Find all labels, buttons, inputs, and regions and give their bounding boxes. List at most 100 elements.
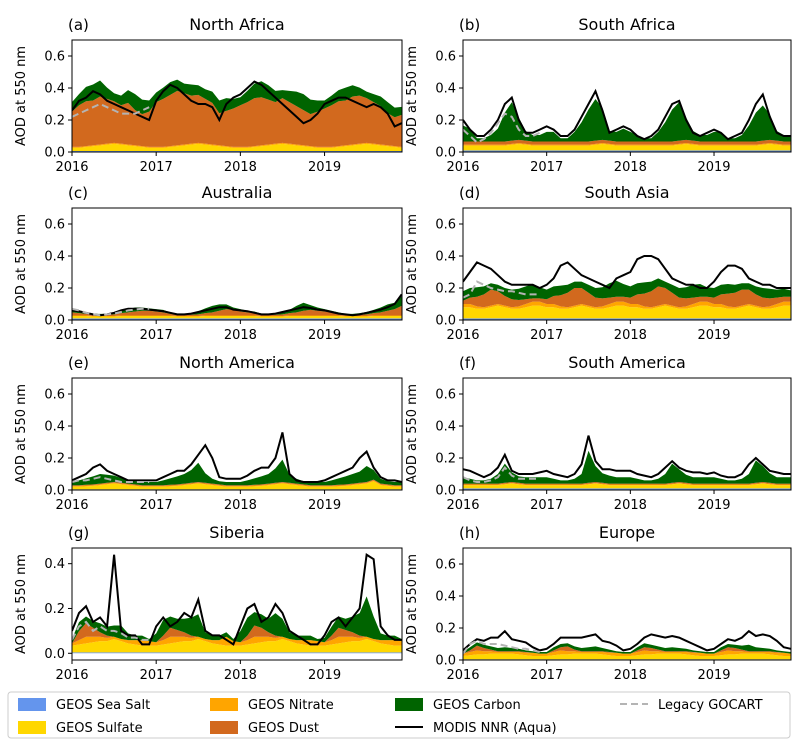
y-tick-label: 0.0 <box>44 484 65 499</box>
area-nitrate <box>72 142 402 148</box>
area-carbon <box>463 642 791 654</box>
panel-north-africa: 2016 2017 2018 2019 0.0 0.2 0.4 0.6 AOD at 550 n… <box>14 15 403 175</box>
area-sulfate <box>463 305 791 319</box>
y-axis-label: AOD at 550 nm <box>14 384 29 484</box>
x-tick-label: 2016 <box>446 668 479 683</box>
axes-frame <box>462 207 792 321</box>
area-nitrate <box>72 315 402 317</box>
panel-title: South America <box>568 353 686 372</box>
legend-label: GEOS Nitrate <box>248 698 334 713</box>
x-tick-label: 2019 <box>308 668 341 683</box>
y-axis-label: AOD at 550 nm <box>405 554 420 654</box>
x-tick-label: 2019 <box>697 498 730 513</box>
y-tick-label: 0.6 <box>435 218 456 233</box>
x-tick-label: 2018 <box>224 328 257 343</box>
x-tick-label: 2016 <box>446 160 479 175</box>
legend-label: MODIS NNR (Aqua) <box>433 721 557 736</box>
y-tick-label: 0.4 <box>435 420 456 435</box>
panel-letter: (d) <box>459 184 480 202</box>
x-tick-label: 2017 <box>140 498 173 513</box>
area-nitrate <box>463 301 791 309</box>
panel-north-america: 2016 2017 2018 2019 0.0 0.2 0.4 0.6 AOD at 550 n… <box>14 353 403 513</box>
panel-title: Europe <box>599 523 655 542</box>
panel-siberia: 2016 2017 2018 2019 0.0 0.2 0.4 AOD at 550 nm Si… <box>14 523 403 683</box>
line-legacy-gocart <box>463 112 541 144</box>
x-tick-label: 2018 <box>224 498 257 513</box>
line-modis-nnr <box>463 435 791 479</box>
y-tick-label: 0.2 <box>435 282 456 297</box>
y-tick-label: 0.4 <box>44 82 65 97</box>
axes-frame <box>71 207 403 321</box>
area-nitrate <box>463 143 791 146</box>
y-tick-label: 0.2 <box>435 452 456 467</box>
area-dust <box>463 645 791 654</box>
legend-swatch <box>210 698 238 711</box>
axes-frame <box>71 39 403 153</box>
x-tick-label: 2018 <box>614 328 647 343</box>
legend-swatch <box>18 698 46 711</box>
line-legacy-gocart <box>463 639 540 655</box>
y-tick-label: 0.6 <box>44 388 65 403</box>
legend-item-nitrate: GEOS Nitrate <box>210 698 334 713</box>
x-tick-label: 2019 <box>308 328 341 343</box>
panel-letter: (h) <box>459 524 480 542</box>
plot-area <box>463 629 791 660</box>
panel-title: Siberia <box>209 523 264 542</box>
y-axis-label: AOD at 550 nm <box>14 554 29 654</box>
legend-item-legacy: Legacy GOCART <box>620 698 763 713</box>
line-modis-nnr <box>72 293 402 317</box>
y-tick-label: 0.2 <box>44 452 65 467</box>
y-tick-label: 0.2 <box>435 114 456 129</box>
legend-item-dust: GEOS Dust <box>210 721 319 736</box>
x-tick-label: 2016 <box>55 160 88 175</box>
panel-title: North America <box>179 353 295 372</box>
plot-area <box>463 435 791 490</box>
y-tick-label: 0.2 <box>44 282 65 297</box>
panel-letter: (e) <box>68 354 89 372</box>
panel-south-africa: 2016 2017 2018 2019 0.0 0.2 0.4 0.6 AOD at 550 n… <box>405 15 792 175</box>
legend-swatch <box>18 721 46 734</box>
x-tick-label: 2016 <box>446 328 479 343</box>
axes-frame <box>71 377 403 491</box>
legend-label: GEOS Dust <box>248 721 319 736</box>
y-tick-label: 0.6 <box>44 50 65 65</box>
y-tick-label: 0.0 <box>435 484 456 499</box>
line-legacy-gocart <box>72 307 150 317</box>
x-tick-label: 2016 <box>55 668 88 683</box>
x-tick-label: 2018 <box>614 160 647 175</box>
panel-title: North Africa <box>189 15 284 34</box>
y-tick-label: 0.4 <box>44 420 65 435</box>
x-tick-label: 2019 <box>308 498 341 513</box>
y-tick-label: 0.0 <box>435 654 456 669</box>
area-nitrate <box>463 482 791 486</box>
y-axis-label: AOD at 550 nm <box>405 384 420 484</box>
area-dust <box>463 286 791 308</box>
axes-frame <box>462 39 792 153</box>
y-tick-label: 0.2 <box>44 602 65 617</box>
area-carbon <box>72 79 402 118</box>
x-tick-label: 2017 <box>140 328 173 343</box>
panel-south-asia: 2016 2017 2018 2019 0.0 0.2 0.4 0.6 AOD at 550 n… <box>405 183 792 343</box>
x-tick-label: 2017 <box>530 160 563 175</box>
line-modis-nnr <box>463 629 791 652</box>
y-tick-label: 0.4 <box>435 590 456 605</box>
legend-item-carbon: GEOS Carbon <box>395 698 521 713</box>
plot-area <box>72 293 402 320</box>
y-tick-label: 0.4 <box>435 82 456 97</box>
plot-area <box>463 255 791 320</box>
line-modis-nnr <box>72 80 402 128</box>
x-tick-label: 2019 <box>697 160 730 175</box>
y-axis-label: AOD at 550 nm <box>405 214 420 314</box>
line-legacy-gocart <box>463 280 540 299</box>
legend-label: GEOS Carbon <box>433 698 521 713</box>
area-sulfate <box>72 481 402 490</box>
legend-frame <box>7 691 791 739</box>
y-axis-label: AOD at 550 nm <box>14 46 29 146</box>
x-tick-label: 2016 <box>446 498 479 513</box>
line-modis-nnr <box>72 553 402 646</box>
y-tick-label: 0.0 <box>44 146 65 161</box>
legend-label: Legacy GOCART <box>658 698 763 713</box>
panel-title: Australia <box>202 183 273 202</box>
x-tick-label: 2017 <box>140 668 173 683</box>
